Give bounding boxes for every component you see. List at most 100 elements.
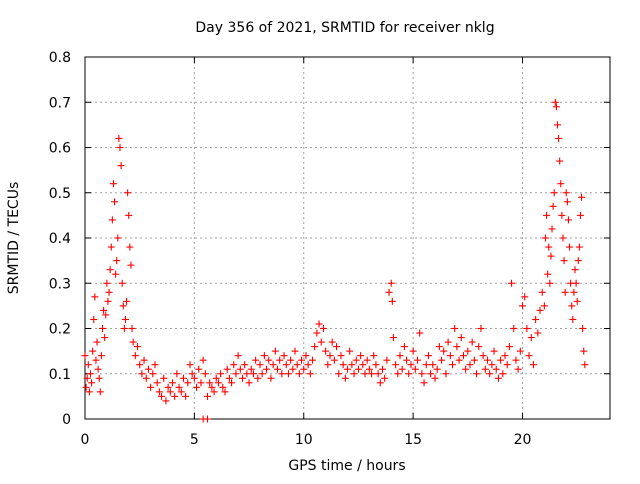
data-point	[519, 302, 526, 310]
data-point	[212, 374, 220, 382]
data-point	[111, 198, 119, 206]
data-point	[219, 383, 227, 391]
y-tick-label: 0.3	[49, 276, 71, 292]
data-point	[100, 306, 108, 314]
data-point	[326, 352, 334, 360]
data-point	[494, 374, 502, 382]
data-point	[550, 189, 558, 197]
y-tick-label: 0.6	[49, 141, 71, 157]
data-point	[330, 356, 338, 364]
data-point	[175, 383, 183, 391]
data-point	[232, 370, 240, 378]
data-point	[147, 383, 155, 391]
data-point	[400, 343, 408, 351]
data-point	[125, 211, 133, 219]
data-point	[481, 365, 489, 373]
data-point	[540, 302, 548, 310]
data-point	[291, 347, 299, 355]
data-point	[385, 288, 393, 296]
data-point	[563, 198, 571, 206]
data-point	[486, 370, 494, 378]
data-point	[525, 352, 533, 360]
data-point	[532, 315, 540, 323]
data-point	[89, 347, 97, 355]
data-point	[230, 361, 238, 369]
data-point	[363, 356, 371, 364]
data-point	[131, 352, 139, 360]
data-point	[346, 347, 354, 355]
chart-title: Day 356 of 2021, SRMTID for receiver nkl…	[195, 20, 494, 36]
data-point	[225, 374, 233, 382]
data-point	[289, 365, 297, 373]
data-point	[284, 370, 292, 378]
y-tick-label: 0.5	[49, 186, 71, 202]
data-point	[313, 329, 321, 337]
data-point	[574, 257, 582, 265]
data-point	[166, 388, 174, 396]
data-point	[545, 243, 553, 251]
data-point	[269, 361, 277, 369]
data-point	[505, 343, 513, 351]
data-point	[84, 361, 92, 369]
data-point	[116, 144, 124, 151]
data-point	[407, 361, 415, 369]
data-point	[274, 365, 281, 373]
data-point	[127, 261, 135, 269]
data-point	[319, 325, 327, 332]
data-point	[473, 370, 481, 378]
data-point	[484, 356, 491, 364]
data-point	[543, 211, 551, 219]
data-point	[442, 370, 450, 378]
data-point	[411, 365, 419, 373]
data-point	[556, 157, 564, 165]
data-point	[214, 379, 222, 387]
data-point	[315, 320, 323, 328]
data-point	[121, 315, 129, 323]
data-point	[119, 302, 127, 310]
data-point	[239, 374, 246, 382]
x-tick-label: 15	[404, 432, 422, 448]
data-point	[427, 370, 435, 378]
data-point	[298, 356, 306, 364]
data-point	[529, 361, 537, 369]
data-point	[457, 334, 465, 342]
data-point	[287, 356, 295, 364]
data-point	[149, 370, 157, 378]
data-point	[490, 347, 498, 355]
data-point	[123, 297, 131, 305]
data-point	[527, 334, 535, 342]
data-point	[521, 293, 529, 301]
data-point	[120, 325, 128, 332]
data-point	[370, 352, 378, 360]
data-point	[523, 325, 531, 332]
data-point	[267, 374, 275, 382]
data-point	[140, 356, 148, 364]
data-point	[217, 370, 225, 378]
data-point	[579, 325, 587, 332]
data-point	[295, 370, 303, 378]
grid	[85, 57, 610, 419]
data-point	[184, 379, 192, 387]
data-point	[581, 361, 589, 369]
data-point	[99, 325, 106, 332]
data-point	[557, 180, 565, 188]
data-point	[179, 374, 187, 382]
data-point	[234, 352, 242, 360]
data-point	[560, 257, 568, 265]
data-point	[361, 370, 369, 378]
data-point	[90, 315, 98, 323]
data-point	[350, 370, 358, 378]
data-point	[324, 361, 332, 369]
data-point	[162, 397, 170, 405]
data-point	[88, 379, 96, 387]
data-point	[359, 361, 367, 369]
data-point	[354, 365, 362, 373]
data-point	[195, 365, 203, 373]
data-points	[81, 98, 589, 423]
data-point	[249, 370, 257, 378]
data-point	[578, 193, 586, 201]
data-point	[322, 347, 330, 355]
data-point	[300, 365, 308, 373]
